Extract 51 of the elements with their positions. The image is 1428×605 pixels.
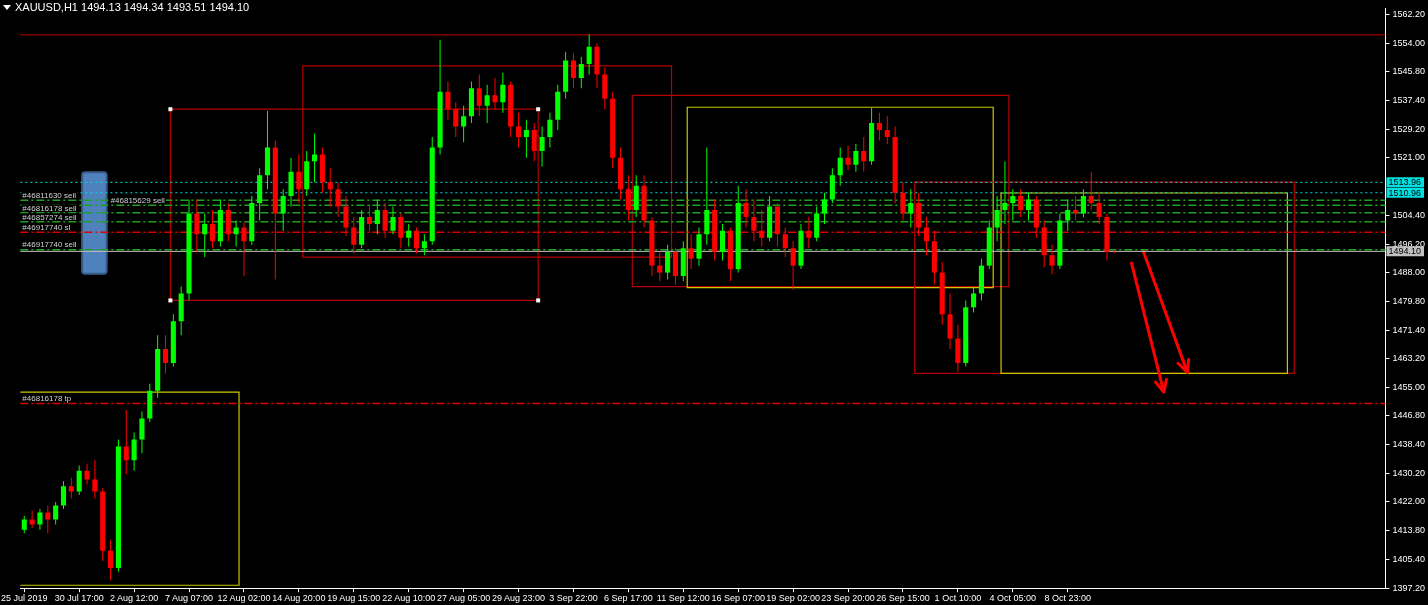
x-tick-label: 2 Aug 12:00 [110,593,159,604]
x-tick-label: 19 Aug 15:00 [327,593,381,604]
x-tick-label: 26 Sep 15:00 [876,593,930,604]
ref-line-label: #46811630 sell [22,191,77,201]
x-tick-label: 27 Aug 05:00 [437,593,491,604]
ref-line-label: #46857274 sell [22,212,77,222]
x-tick-label: 30 Jul 17:00 [54,593,104,604]
y-tick-label: 1413.80 [1392,524,1426,535]
y-tick-label: 1529.20 [1392,123,1426,134]
y-tick-label: 1479.80 [1392,295,1426,306]
x-tick-label: 3 Sep 22:00 [549,593,598,604]
y-tick-label: 1463.20 [1392,353,1426,364]
x-tick-label: 22 Aug 10:00 [382,593,436,604]
y-tick-label: 1562.20 [1392,9,1426,20]
ref-line-label: #46815629 sell [110,195,166,205]
y-tick-label: 1488.00 [1392,267,1426,278]
y-tick-label: 1430.20 [1392,467,1426,478]
x-tick-label: 11 Sep 12:00 [656,593,710,604]
chart-title: XAUUSD,H1 1494.13 1494.34 1493.51 1494.10 [15,1,250,13]
ref-line-label: #46917740 sl [22,223,71,233]
x-tick-label: 25 Jul 2019 [1,593,48,604]
ref-line-label: 1494.10 [1388,246,1422,257]
y-tick-label: 1537.40 [1392,95,1426,106]
x-tick-label: 7 Aug 07:00 [165,593,214,604]
y-tick-label: 1554.00 [1392,37,1426,48]
y-tick-label: 1397.20 [1392,582,1426,593]
ref-line-label: 1510.96 [1388,187,1422,198]
y-tick-label: 1446.80 [1392,410,1426,421]
x-tick-label: 16 Sep 07:00 [711,593,765,604]
y-tick-label: 1438.40 [1392,439,1426,450]
y-tick-label: 1521.00 [1392,152,1426,163]
x-tick-label: 12 Aug 02:00 [217,593,271,604]
x-tick-label: 23 Sep 20:00 [821,593,875,604]
x-tick-label: 14 Aug 20:00 [272,593,326,604]
ref-line-label: 1513.96 [1388,177,1422,188]
y-tick-label: 1455.00 [1392,381,1426,392]
x-tick-label: 4 Oct 05:00 [989,593,1037,604]
x-tick-label: 8 Oct 23:00 [1044,593,1091,604]
y-tick-label: 1405.40 [1392,554,1426,565]
y-tick-label: 1496.20 [1392,238,1426,249]
x-tick-label: 19 Sep 02:00 [766,593,820,604]
x-tick-label: 1 Oct 10:00 [934,593,982,604]
y-tick-label: 1422.00 [1392,496,1426,507]
y-tick-label: 1545.80 [1392,66,1426,77]
ref-line-label: #46816178 tp [22,394,72,404]
ref-line-label: #46917740 sell [22,240,77,250]
x-tick-label: 6 Sep 17:00 [604,593,653,604]
x-tick-label: 29 Aug 23:00 [492,593,546,604]
y-tick-label: 1471.40 [1392,324,1426,335]
ref-line-label: #46816178 sell [22,203,77,213]
y-tick-label: 1504.40 [1392,210,1426,221]
